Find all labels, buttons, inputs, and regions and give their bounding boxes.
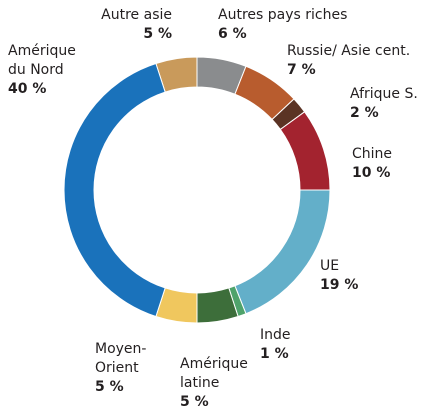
value-label: 7 % bbox=[287, 62, 316, 78]
category-label: Amérique latine bbox=[180, 356, 248, 391]
value-label: 5 % bbox=[180, 394, 209, 410]
category-label: Inde bbox=[260, 327, 291, 343]
category-label: Autres pays riches bbox=[218, 7, 348, 23]
category-label: Autre asie bbox=[101, 7, 172, 23]
value-label: 10 % bbox=[352, 165, 391, 181]
segment-label: Moyen-Orient 5 % bbox=[95, 340, 149, 397]
segment-label: Afrique S. 2 % bbox=[350, 85, 420, 123]
category-label: Amérique du Nord bbox=[8, 43, 76, 78]
category-label: Russie/ Asie cent. bbox=[287, 43, 411, 59]
value-label: 1 % bbox=[260, 346, 289, 362]
value-label: 2 % bbox=[350, 105, 379, 121]
segment-label: Chine 10 % bbox=[352, 145, 412, 183]
segment-label: Autre asie 5 % bbox=[86, 6, 172, 44]
donut-segment bbox=[63, 62, 166, 318]
value-label: 40 % bbox=[8, 81, 47, 97]
donut-segment bbox=[279, 111, 331, 191]
segment-label: Inde 1 % bbox=[260, 326, 300, 364]
category-label: Afrique S. bbox=[350, 86, 418, 102]
category-label: Chine bbox=[352, 146, 393, 162]
value-label: 5 % bbox=[95, 379, 124, 395]
value-label: 6 % bbox=[218, 26, 247, 42]
segment-label: Autres pays riches 6 % bbox=[218, 6, 368, 44]
segment-label: Amérique du Nord 40 % bbox=[8, 42, 88, 99]
value-label: 19 % bbox=[320, 277, 359, 293]
segment-label: UE 19 % bbox=[320, 257, 380, 295]
donut-segment bbox=[234, 189, 331, 315]
segment-label: Russie/ Asie cent. 7 % bbox=[287, 42, 417, 80]
segment-label: Amérique latine 5 % bbox=[180, 355, 250, 412]
value-label: 5 % bbox=[143, 26, 172, 42]
category-label: Moyen-Orient bbox=[95, 341, 147, 376]
category-label: UE bbox=[320, 258, 340, 274]
